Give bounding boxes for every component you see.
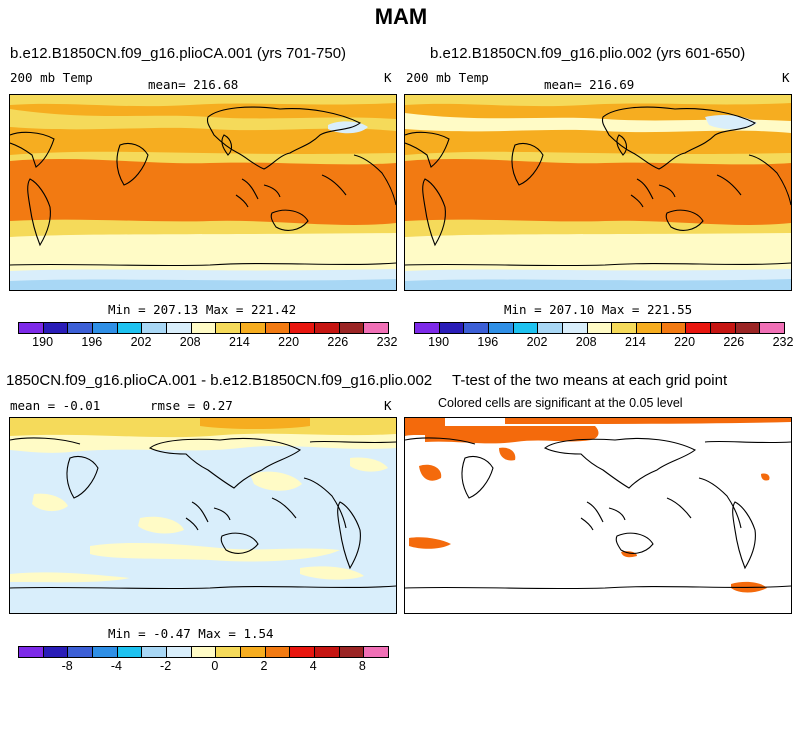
panel1-minmax: Min = 207.13 Max = 221.42 <box>108 302 297 317</box>
colorbar-swatch <box>241 647 266 657</box>
panel1-colorbar <box>18 322 389 334</box>
colorbar-swatch <box>364 323 389 333</box>
colorbar-swatch <box>415 323 440 333</box>
colorbar-tick-label: 8 <box>358 659 366 673</box>
colorbar-swatch <box>216 647 242 657</box>
panel4-title: T-test of the two means at each grid poi… <box>452 372 728 389</box>
colorbar-tick-label: 0 <box>211 659 219 673</box>
panel2-units: K <box>782 70 790 85</box>
colorbar-swatch <box>339 647 365 657</box>
panel1-variable: 200 mb Temp <box>10 70 93 85</box>
colorbar-tick-label: 196 <box>477 335 499 349</box>
colorbar-swatch <box>587 323 613 333</box>
season-title: MAM <box>374 4 428 29</box>
panel2-mean: mean= 216.69 <box>544 77 635 92</box>
colorbar-tick-label: 226 <box>723 335 745 349</box>
panel2-colorbar <box>414 322 785 334</box>
colorbar-swatch <box>439 323 465 333</box>
panel1-map <box>9 94 397 291</box>
colorbar-swatch <box>19 323 44 333</box>
colorbar-swatch <box>241 323 266 333</box>
colorbar-swatch <box>339 323 365 333</box>
colorbar-swatch <box>117 647 143 657</box>
colorbar-swatch <box>290 647 316 657</box>
colorbar-swatch <box>43 323 69 333</box>
colorbar-tick-label: 196 <box>81 335 103 349</box>
colorbar-tick-label: -8 <box>61 659 73 673</box>
colorbar-swatch <box>167 323 192 333</box>
colorbar-tick-label: 208 <box>575 335 597 349</box>
colorbar-swatch <box>364 647 389 657</box>
colorbar-swatch <box>265 323 291 333</box>
colorbar-swatch <box>735 323 761 333</box>
panel1-units: K <box>384 70 392 85</box>
colorbar-tick-label: 4 <box>309 659 317 673</box>
colorbar-tick-label: 190 <box>32 335 54 349</box>
colorbar-tick-label: 226 <box>327 335 349 349</box>
colorbar-swatch <box>711 323 736 333</box>
colorbar-swatch <box>612 323 638 333</box>
colorbar-swatch <box>43 647 69 657</box>
colorbar-tick-label: -2 <box>160 659 172 673</box>
panel3-map <box>9 417 397 614</box>
colorbar-swatch <box>315 323 340 333</box>
colorbar-swatch <box>464 323 490 333</box>
panel2-title: b.e12.B1850CN.f09_g16.plio.002 (yrs 601-… <box>430 45 746 62</box>
panel3-mean: mean = -0.01 <box>10 398 101 413</box>
colorbar-swatch <box>315 647 340 657</box>
colorbar-swatch <box>93 647 118 657</box>
panel1-mean: mean= 216.68 <box>148 77 239 92</box>
colorbar-tick-label: 214 <box>624 335 646 349</box>
colorbar-swatch <box>489 323 514 333</box>
colorbar-swatch <box>563 323 588 333</box>
colorbar-tick-label: 214 <box>228 335 250 349</box>
panel2-minmax: Min = 207.10 Max = 221.55 <box>504 302 693 317</box>
colorbar-swatch <box>290 323 316 333</box>
colorbar-swatch <box>191 323 217 333</box>
colorbar-swatch <box>167 647 192 657</box>
colorbar-tick-label: -4 <box>110 659 122 673</box>
colorbar-swatch <box>760 323 785 333</box>
colorbar-tick-label: 190 <box>428 335 450 349</box>
colorbar-swatch <box>142 647 168 657</box>
colorbar-tick-label: 220 <box>674 335 696 349</box>
panel4-subtitle: Colored cells are significant at the 0.0… <box>438 396 683 410</box>
panel3-colorbar <box>18 646 389 658</box>
colorbar-swatch <box>142 323 168 333</box>
colorbar-tick-label: 232 <box>772 335 794 349</box>
colorbar-swatch <box>68 323 94 333</box>
panel2-variable: 200 mb Temp <box>406 70 489 85</box>
colorbar-tick-label: 202 <box>526 335 548 349</box>
panel1-title: b.e12.B1850CN.f09_g16.plioCA.001 (yrs 70… <box>10 45 347 62</box>
colorbar-tick-label: 208 <box>179 335 201 349</box>
panel3-units: K <box>384 398 392 413</box>
colorbar-swatch <box>216 323 242 333</box>
colorbar-swatch <box>686 323 712 333</box>
colorbar-swatch <box>661 323 687 333</box>
panel3-minmax: Min = -0.47 Max = 1.54 <box>108 626 274 641</box>
colorbar-tick-label: 2 <box>260 659 268 673</box>
colorbar-swatch <box>117 323 143 333</box>
colorbar-tick-label: 220 <box>278 335 300 349</box>
colorbar-swatch <box>513 323 539 333</box>
colorbar-swatch <box>538 323 564 333</box>
colorbar-tick-label: 202 <box>130 335 152 349</box>
colorbar-swatch <box>93 323 118 333</box>
panel2-map <box>404 94 792 291</box>
colorbar-swatch <box>265 647 291 657</box>
colorbar-swatch <box>19 647 44 657</box>
colorbar-tick-label: 232 <box>376 335 398 349</box>
panel3-title: 1850CN.f09_g16.plioCA.001 - b.e12.B1850C… <box>6 372 433 389</box>
colorbar-swatch <box>191 647 217 657</box>
panel3-rmse: rmse = 0.27 <box>150 398 233 413</box>
panel4-map <box>404 417 792 614</box>
colorbar-swatch <box>637 323 662 333</box>
colorbar-swatch <box>68 647 94 657</box>
